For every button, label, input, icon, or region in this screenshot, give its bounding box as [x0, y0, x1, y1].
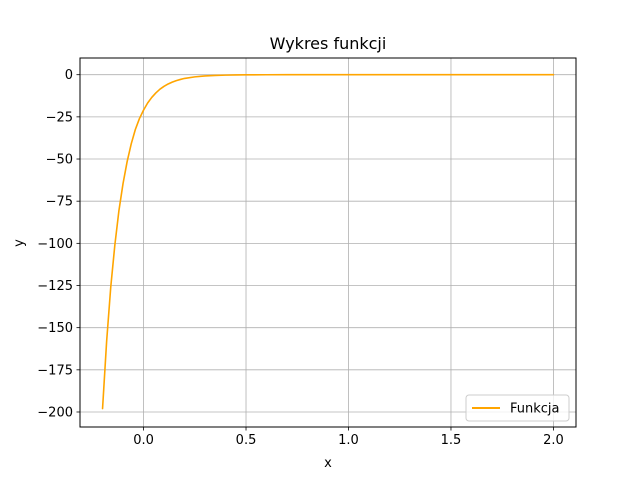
series-line-funkcja: [101, 73, 555, 410]
x-tick-label: 2.0: [543, 433, 564, 448]
y-tick-label: −125: [37, 279, 73, 294]
x-tick-label: 0.5: [236, 433, 257, 448]
y-tick-label: −175: [37, 363, 73, 378]
legend-entry-label: Funkcja: [510, 402, 560, 417]
y-tick-label: −100: [37, 237, 73, 252]
y-tick-label: −50: [46, 153, 73, 168]
chart-title: Wykres funkcji: [270, 34, 387, 53]
plot-layer: [101, 73, 555, 410]
x-tick-label: 1.0: [338, 433, 359, 448]
y-tick-label: −150: [37, 321, 73, 336]
y-tick-label: −25: [46, 110, 73, 125]
y-tick-label: −200: [37, 405, 73, 420]
legend: Funkcja: [465, 394, 570, 422]
x-tick-label: 0.0: [133, 433, 154, 448]
x-axis-label: x: [324, 456, 332, 471]
y-tick-label: 0: [65, 68, 73, 83]
tick-layer: 0.0 0.5 1.0 1.5 2.0 0 −25 −50 −75 −100 −125 −150 −17…: [37, 68, 564, 448]
legend-box: [465, 394, 570, 422]
y-axis-label: y: [12, 239, 27, 247]
grid-layer: [80, 58, 576, 427]
y-tick-label: −75: [46, 195, 73, 210]
x-tick-label: 1.5: [441, 433, 462, 448]
axes-frame: [79, 57, 577, 428]
